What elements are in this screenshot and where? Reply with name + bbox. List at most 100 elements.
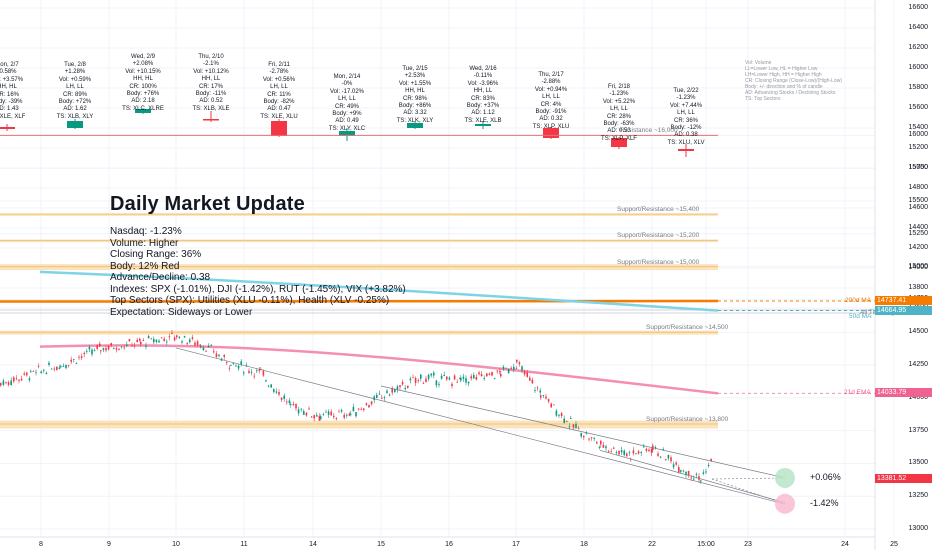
price-candle-body (654, 447, 657, 449)
price-candle-body (378, 393, 381, 395)
lower-tick-label: 13000 (908, 525, 928, 532)
day-card-line: CR: 98% (402, 95, 427, 102)
price-candle-body (86, 350, 88, 352)
price-candle-body (243, 372, 245, 374)
projection-line-down (711, 478, 786, 505)
upper-tick-label: 14600 (908, 204, 928, 211)
price-candle-body (473, 374, 475, 379)
day-card-line: HH, HL (133, 76, 153, 83)
price-candle-body (563, 418, 565, 423)
price-candle-body (340, 409, 343, 412)
price-candle-body (659, 456, 662, 458)
price-candle-body (189, 339, 191, 343)
price-candle-body (555, 410, 558, 416)
legend-line-6: TS: Top Sectors (745, 96, 781, 102)
price-candle-body (710, 458, 712, 462)
price-candle-body (488, 373, 491, 375)
price-candle-body (348, 413, 351, 416)
price-candle-body (394, 388, 396, 393)
price-candle-body (335, 418, 338, 420)
price-candle-body (288, 400, 291, 403)
summary-line-4: Advance/Decline: 0.38 (110, 272, 211, 283)
day-card-date: Mon, 2/7 (0, 62, 19, 68)
price-candle-body (96, 345, 98, 349)
price-candle-body (605, 446, 607, 449)
price-candle-body (623, 450, 625, 456)
price-candle-body (575, 423, 577, 429)
price-candle-body (657, 453, 659, 456)
price-candle-body (325, 411, 327, 413)
price-candle-body (456, 381, 458, 383)
day-card-date: Tue, 2/22 (673, 88, 699, 94)
lower-tick-label: 16000 (908, 131, 928, 139)
summary-line-1: Volume: Higher (110, 237, 179, 249)
day-card-line: TS: XLB, XLY (56, 113, 94, 120)
price-candle-body (155, 339, 158, 342)
price-candle-body (13, 377, 15, 382)
price-candle-body (427, 374, 430, 379)
price-candle-body (383, 397, 386, 399)
price-candle-body (534, 389, 536, 391)
price-candle-body (399, 385, 401, 388)
price-candle-body (181, 341, 183, 343)
price-candle-body (295, 404, 297, 409)
price-candle-body (253, 375, 255, 377)
price-candle-body (386, 390, 388, 393)
upper-tick-label: 16600 (908, 4, 928, 11)
day-card-line: AD: 1.43 (0, 106, 19, 113)
price-candle-body (507, 368, 510, 374)
summary-line-7: Expectation: Sideways or Lower (110, 306, 253, 318)
day-card-line: Vol: +3.57% (0, 76, 24, 83)
price-candle-body (73, 359, 75, 360)
day-candle-body (339, 131, 355, 136)
price-candle-body (88, 346, 91, 350)
legend-line-5: AD: Advancing Stocks / Declining Stocks (745, 90, 836, 96)
price-candle-body (588, 438, 590, 440)
day-card-line: Body: +86% (398, 103, 432, 110)
price-candle-body (613, 447, 615, 449)
day-card-date: Mon, 2/14 (333, 74, 361, 80)
price-candle-body (515, 367, 518, 369)
price-candle-body (105, 348, 107, 351)
upper-tick-label: 15000 (908, 164, 928, 171)
day-card-date: Fri, 2/18 (607, 84, 630, 90)
upper-tick-label: 16000 (908, 64, 928, 71)
price-candle-body (275, 391, 278, 393)
price-candle-body (232, 363, 235, 364)
price-candle-body (433, 372, 435, 376)
price-candle-body (590, 437, 593, 439)
lower-tick-label: 14500 (908, 328, 928, 336)
day-card-line: Vol: -17.02% (329, 88, 365, 95)
price-candle-body (327, 411, 330, 415)
day-card: Thu, 2/17 -2.88% Vol: +0.94% LH, LL CR: 4% Bo… (511, 72, 591, 131)
price-candle-body (166, 341, 168, 343)
lower-tick-label: 15750 (908, 164, 928, 172)
price-candle-body (583, 435, 585, 438)
price-candle-body (191, 337, 194, 339)
day-card-line: HH, HL (0, 84, 17, 91)
price-candle-body (620, 450, 623, 453)
lower-tick-label: 15250 (908, 229, 928, 237)
ema-21d-line (39, 344, 719, 395)
price-candle-body (278, 392, 280, 395)
price-candle-body (430, 373, 432, 376)
price-candle-body (128, 339, 131, 342)
day-card: Tue, 2/15 +2.53% Vol: +1.55% HH, HL CR: 98% B… (375, 66, 455, 125)
price-candle-body (62, 366, 65, 367)
day-card-line: -0% (341, 81, 353, 88)
price-candle-body (446, 376, 448, 380)
day-card-line: -0.58% (0, 69, 17, 76)
price-candle-body (360, 408, 362, 410)
price-candle-body (635, 453, 637, 455)
day-card: Fri, 2/18 -1.23% Vol: +5.22% LH, LL CR: 28% B… (579, 84, 659, 143)
price-candle-body (32, 370, 35, 372)
upper-tick-label: 16400 (908, 24, 928, 31)
ma-label: 50d MA (849, 312, 872, 320)
price-candle-body (196, 341, 199, 346)
level-label: Support/Resistance ~15,200 (617, 232, 700, 240)
day-card-line: TS: XLE, XLU (260, 113, 298, 120)
day-card-line: LH, LL (270, 84, 288, 91)
price-candle-body (547, 399, 550, 402)
price-candle-body (500, 374, 502, 377)
